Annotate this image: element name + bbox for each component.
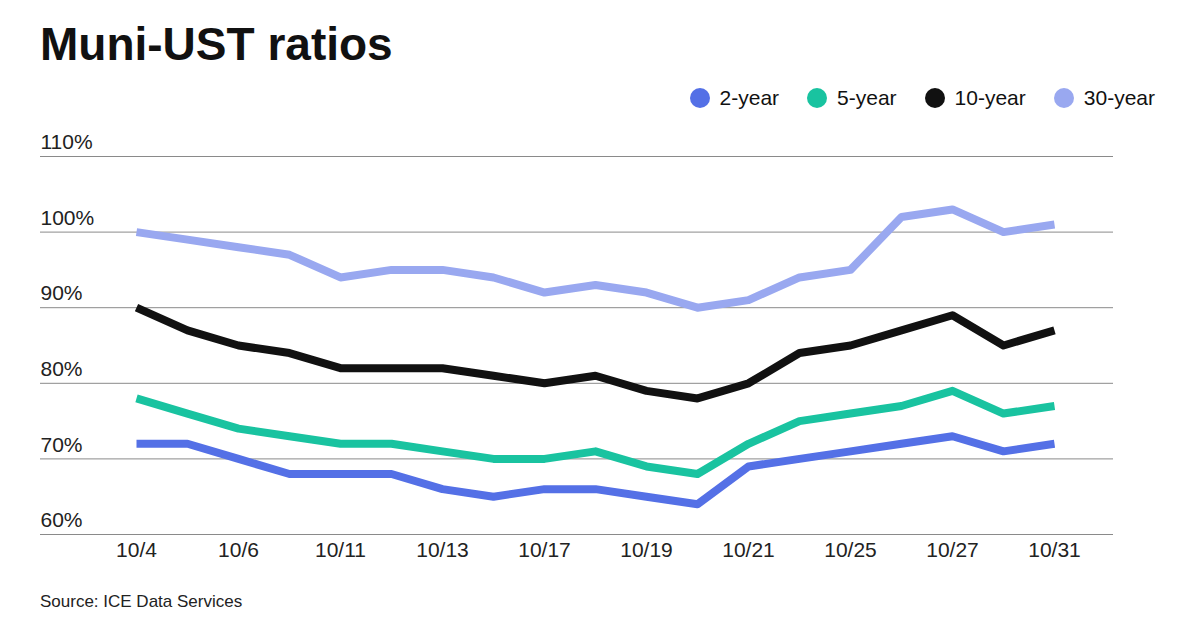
svg-text:60%: 60% bbox=[41, 508, 83, 531]
svg-text:10/21: 10/21 bbox=[722, 538, 775, 561]
svg-text:110%: 110% bbox=[41, 130, 93, 153]
html-text:10-year: 10-year bbox=[954, 86, 1026, 109]
html-text:Source: ICE Data Services: Source: ICE Data Services bbox=[40, 592, 243, 611]
svg-text:70%: 70% bbox=[41, 433, 83, 456]
svg-text:10/6: 10/6 bbox=[218, 538, 259, 561]
svg-text:10/19: 10/19 bbox=[620, 538, 673, 561]
svg-text:10/25: 10/25 bbox=[824, 538, 877, 561]
html-text:5-year: 5-year bbox=[837, 86, 897, 109]
svg-text:90%: 90% bbox=[41, 281, 83, 304]
svg-text:10/13: 10/13 bbox=[416, 538, 469, 561]
svg-text:10/4: 10/4 bbox=[116, 538, 157, 561]
svg-text:10/17: 10/17 bbox=[518, 538, 571, 561]
svg-text:10/31: 10/31 bbox=[1028, 538, 1081, 561]
html-text:Muni-UST ratios: Muni-UST ratios bbox=[40, 18, 393, 70]
svg-text:80%: 80% bbox=[41, 357, 83, 380]
svg-text:10/27: 10/27 bbox=[926, 538, 979, 561]
svg-text:10/11: 10/11 bbox=[315, 538, 366, 561]
html-text:2-year: 2-year bbox=[719, 86, 780, 109]
svg-text:100%: 100% bbox=[41, 206, 95, 229]
html-text:30-year: 30-year bbox=[1083, 86, 1155, 109]
